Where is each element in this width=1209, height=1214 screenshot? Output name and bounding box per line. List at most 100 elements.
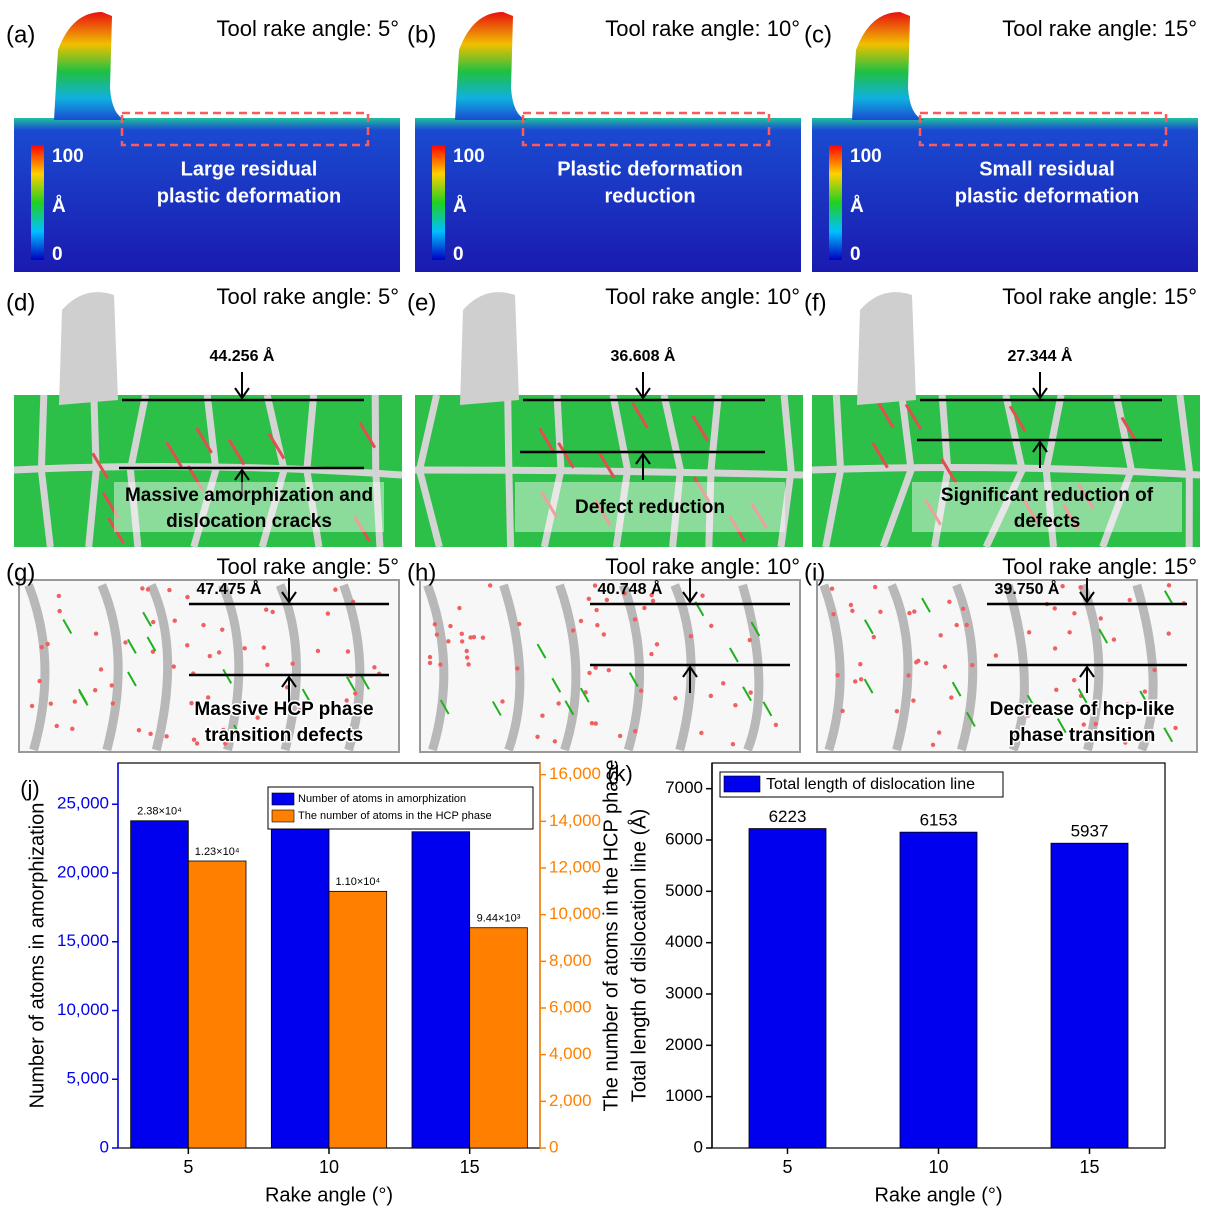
dislocation xyxy=(965,711,976,727)
hcp-atom xyxy=(654,642,660,647)
x-tick-label: 15 xyxy=(1079,1157,1099,1177)
hcp-atom xyxy=(297,707,302,713)
grain-surface xyxy=(555,583,581,752)
dislocation xyxy=(536,643,547,659)
y-tick-label: 20,000 xyxy=(57,862,109,881)
defect xyxy=(597,451,616,479)
hcp-atom xyxy=(56,593,62,599)
panel-label: (i) xyxy=(804,559,825,586)
x-tick-label: 5 xyxy=(183,1157,193,1177)
legend-swatch xyxy=(723,775,761,793)
legend-box xyxy=(267,786,534,830)
y2-tick-label: 10,000 xyxy=(549,904,601,923)
hcp-atom xyxy=(632,617,638,622)
legend-label: Number of atoms in amorphization xyxy=(298,793,466,805)
hcp-atom xyxy=(427,654,433,660)
hcp-atom xyxy=(466,662,471,667)
x-tick-label: 15 xyxy=(460,1157,480,1177)
hcp-atom xyxy=(912,609,917,614)
hcp-atom xyxy=(606,668,611,673)
y-axis-title: Total length of dislocation line (Å) xyxy=(627,809,650,1103)
arrow xyxy=(234,468,250,496)
dislocation xyxy=(222,668,233,684)
hcp-atom xyxy=(500,699,505,704)
y-tick-label: 25,000 xyxy=(57,794,109,813)
chip xyxy=(54,12,126,120)
defect xyxy=(557,442,575,469)
hcp-atom xyxy=(589,721,595,726)
hcp-atom xyxy=(123,640,128,645)
arrow xyxy=(281,578,297,604)
hcp-atom xyxy=(1173,725,1178,731)
hcp-atom xyxy=(601,632,607,637)
chip xyxy=(857,292,916,405)
panel-label: (h) xyxy=(407,559,436,586)
grain-surface xyxy=(499,583,525,752)
bar xyxy=(328,890,388,1149)
hcp-atom xyxy=(938,633,943,638)
dislocation xyxy=(921,597,931,613)
x-axis-title: Rake angle (°) xyxy=(874,1184,1002,1206)
hcp-atom xyxy=(942,664,948,669)
y-axis-title: Number of atoms in amorphization xyxy=(26,803,48,1109)
y-tick-label: 7000 xyxy=(665,778,703,797)
panel: 100 Å 0 Plastic deformation reduction (b) Tool… xyxy=(407,12,801,272)
panel-title: Tool rake angle: 5° xyxy=(217,284,399,309)
dislocation xyxy=(127,638,137,654)
hcp-atom xyxy=(315,648,321,654)
hcp-atom xyxy=(189,701,194,706)
workpiece xyxy=(18,579,400,753)
hcp-atom xyxy=(223,741,228,746)
grain-surface xyxy=(887,583,913,752)
hcp-atom xyxy=(688,633,694,639)
hcp-atom xyxy=(164,734,169,739)
hcp-atom xyxy=(93,631,99,636)
x-tick-label: 10 xyxy=(319,1157,339,1177)
hcp-atom xyxy=(595,623,600,628)
hcp-atom xyxy=(471,634,477,640)
defect xyxy=(1076,482,1095,510)
defect xyxy=(1022,498,1041,526)
hcp-atom xyxy=(1034,706,1040,711)
hcp-atom xyxy=(333,587,338,592)
hcp-atom xyxy=(345,649,351,654)
hcp-atom xyxy=(700,593,705,598)
y2-tick-label: 12,000 xyxy=(549,857,601,876)
annotation: Massive amorphization and xyxy=(125,485,373,506)
hcp-atom xyxy=(907,610,912,616)
defect xyxy=(1008,405,1027,433)
colorbar xyxy=(432,145,445,260)
hcp-atom xyxy=(1093,721,1098,727)
arrow xyxy=(1032,372,1048,400)
defect xyxy=(101,491,120,519)
y-tick-label: 2000 xyxy=(665,1035,703,1054)
defect xyxy=(195,427,213,454)
hcp-atom xyxy=(673,695,678,701)
panel-title: Tool rake angle: 15° xyxy=(1002,284,1197,309)
hcp-atom xyxy=(457,605,462,611)
panel: 40.748 Å (h) Tool rake angle: 10° xyxy=(407,554,801,753)
bar xyxy=(270,824,330,1149)
measurement: 27.344 Å xyxy=(1008,346,1073,365)
y2-tick-label: 4,000 xyxy=(549,1044,592,1063)
defect xyxy=(876,401,895,429)
dislocation xyxy=(762,701,773,717)
arrow xyxy=(682,665,698,693)
panel: 27.344 Å Significant reduction of defects (… xyxy=(804,284,1201,549)
annotation: reduction xyxy=(604,185,695,207)
defect xyxy=(186,465,205,492)
hcp-atom xyxy=(464,648,469,654)
chip xyxy=(460,292,519,405)
hcp-atom xyxy=(709,623,714,629)
defect xyxy=(540,491,558,518)
dislocation xyxy=(863,619,874,635)
hcp-atom xyxy=(220,627,225,632)
annotation: Plastic deformation xyxy=(557,158,743,180)
dislocation xyxy=(1056,718,1067,734)
grain-surface xyxy=(1132,583,1158,752)
defect xyxy=(1062,503,1080,531)
panel-title: Tool rake angle: 15° xyxy=(1002,16,1197,41)
hcp-atom xyxy=(748,690,753,695)
